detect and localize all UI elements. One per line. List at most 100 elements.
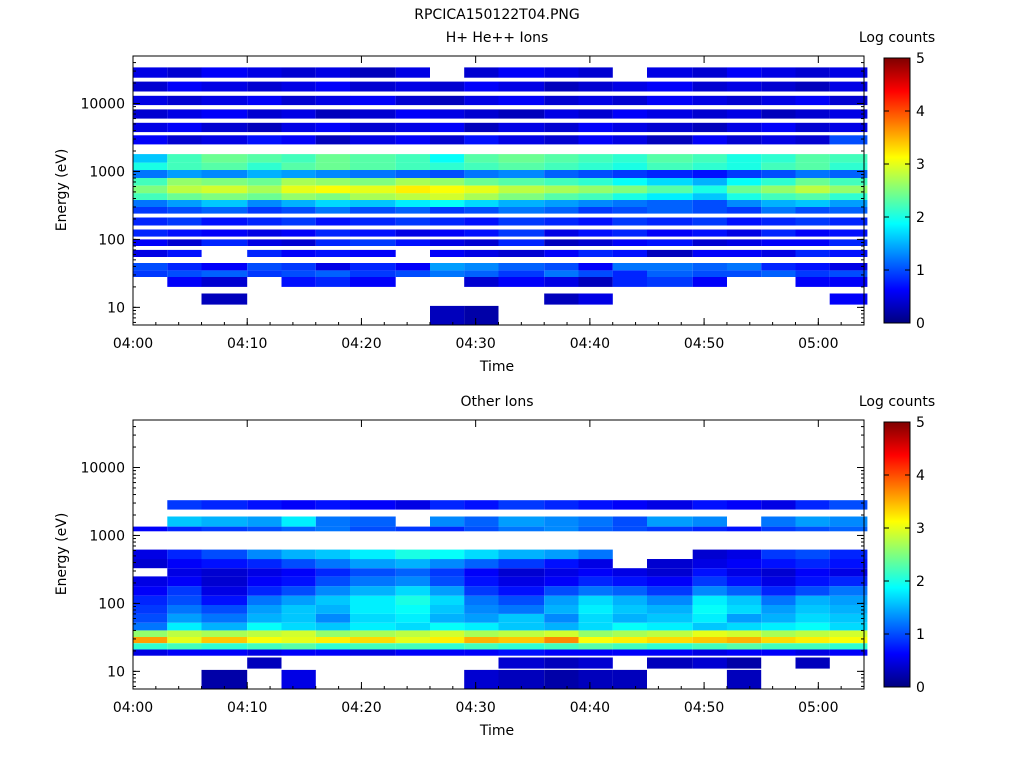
y-tick-label: 10000: [80, 460, 125, 476]
heatmap-cell: [350, 207, 396, 214]
heatmap-cell: [829, 526, 868, 532]
heatmap-cell: [247, 637, 282, 644]
heatmap-cell: [726, 568, 762, 577]
heatmap-cell: [829, 239, 868, 246]
heatmap-cell: [430, 249, 465, 257]
heatmap-cell: [612, 622, 647, 631]
colorbar-tick-label: 4: [916, 104, 925, 120]
heatmap-cell: [544, 526, 579, 532]
heatmap-cell: [315, 122, 351, 133]
heatmap-cell: [498, 649, 545, 656]
y-axis: 10 100 1000 10000: [80, 55, 864, 323]
heatmap-cell: [395, 270, 430, 277]
heatmap-cell: [692, 559, 727, 569]
heatmap-cell: [498, 604, 545, 614]
heatmap-cell: [350, 649, 396, 656]
heatmap-cell: [281, 586, 316, 596]
heatmap-cell: [498, 162, 545, 170]
heatmap-cell: [761, 249, 796, 257]
heatmap-cell: [692, 263, 727, 271]
heatmap-cell: [578, 229, 613, 237]
heatmap-cell: [281, 207, 316, 214]
heatmap-cell: [350, 170, 396, 178]
heatmap-cell: [430, 516, 465, 527]
heatmap-cell: [167, 154, 202, 163]
heatmap-cell: [281, 81, 316, 92]
heatmap-cell: [133, 637, 168, 644]
heatmap-cell: [247, 613, 282, 623]
heatmap-cell: [430, 305, 465, 325]
heatmap-cell: [167, 630, 202, 637]
heatmap-cell: [464, 178, 499, 186]
heatmap-cell: [281, 270, 316, 277]
heatmap-cells: [133, 67, 868, 325]
heatmap-cell: [281, 613, 316, 623]
heatmap-cell: [544, 637, 579, 644]
heatmap-cell: [829, 170, 868, 178]
heatmap-cell: [281, 135, 316, 145]
heatmap-cell: [692, 178, 727, 186]
heatmap-cell: [247, 549, 282, 560]
heatmap-cell: [612, 122, 647, 133]
heatmap-cell: [430, 622, 465, 631]
heatmap-cell: [281, 178, 316, 186]
heatmap-cell: [395, 229, 430, 237]
heatmap-cell: [544, 293, 579, 305]
heatmap-cell: [647, 229, 693, 237]
heatmap-cell: [167, 263, 202, 271]
heatmap-cell: [795, 135, 830, 145]
heatmap-cell: [201, 154, 248, 163]
heatmap-cell: [464, 239, 499, 246]
heatmap-cell: [247, 559, 282, 569]
heatmap-cell: [430, 526, 465, 532]
heatmap-cell: [133, 217, 168, 226]
panel-other-ions: Other Ions 04:00 04:10 04:20 04:30 04:40 04:5…: [54, 394, 935, 739]
heatmap-cell: [761, 95, 796, 106]
heatmap-cell: [544, 613, 579, 623]
heatmap-cell: [350, 549, 396, 560]
heatmap-cell: [133, 604, 168, 614]
y-axis-label: Energy (eV): [54, 149, 70, 232]
heatmap-cell: [315, 500, 351, 510]
heatmap-cell: [498, 516, 545, 527]
heatmap-cell: [464, 604, 499, 614]
heatmap-cell: [395, 576, 430, 587]
heatmap-cell: [647, 657, 693, 669]
heatmap-cell: [498, 657, 545, 669]
heatmap-cell: [829, 559, 868, 569]
heatmap-cell: [761, 185, 796, 194]
heatmap-cell: [350, 586, 396, 596]
heatmap-cell: [498, 549, 545, 560]
heatmap-cell: [612, 239, 647, 246]
heatmap-cell: [464, 217, 499, 226]
heatmap-cell: [692, 622, 727, 631]
heatmap-cell: [544, 185, 579, 194]
heatmap-cell: [578, 622, 613, 631]
heatmap-cell: [201, 178, 248, 186]
heatmap-cell: [247, 109, 282, 119]
heatmap-cell: [201, 622, 248, 631]
heatmap-cell: [692, 239, 727, 246]
heatmap-cell: [133, 122, 168, 133]
heatmap-cell: [761, 649, 796, 656]
heatmap-cell: [498, 67, 545, 78]
heatmap-cell: [544, 270, 579, 277]
x-tick-label: 04:20: [341, 336, 381, 352]
heatmap-cell: [464, 613, 499, 623]
heatmap-cell: [315, 649, 351, 656]
heatmap-cell: [281, 604, 316, 614]
heatmap-cell: [692, 516, 727, 527]
heatmap-cell: [578, 185, 613, 194]
heatmap-cell: [647, 643, 693, 650]
heatmap-cell: [578, 249, 613, 257]
heatmap-cell: [761, 67, 796, 78]
heatmap-cell: [350, 526, 396, 532]
heatmap-cell: [726, 643, 762, 650]
heatmap-cell: [578, 657, 613, 669]
heatmap-cell: [315, 170, 351, 178]
heatmap-cell: [498, 637, 545, 644]
heatmap-cell: [315, 277, 351, 287]
heatmap-cell: [247, 135, 282, 145]
heatmap-cell: [761, 81, 796, 92]
heatmap-cell: [498, 239, 545, 246]
